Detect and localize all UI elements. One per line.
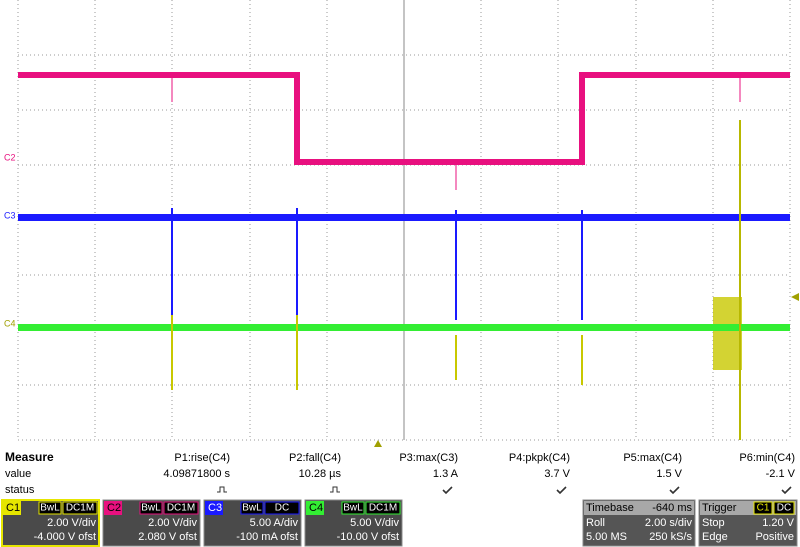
coupling-tag <box>264 501 300 515</box>
coupling-label: DC1M <box>66 503 94 514</box>
param-name: P6:min(C4) <box>739 452 795 464</box>
offset: -100 mA ofst <box>236 531 298 543</box>
scale: 5.00 A/div <box>250 517 299 529</box>
timebase-title: Timebase <box>586 502 634 514</box>
channel-name: C1 <box>6 502 20 514</box>
bw-label: BwL <box>343 503 363 514</box>
offset: 2.080 V ofst <box>138 531 197 543</box>
coupling-label: DC <box>275 503 289 514</box>
coupling-tag <box>773 501 795 515</box>
scale: 2.00 V/div <box>148 517 197 529</box>
measure-title: Measure <box>5 450 54 464</box>
channel-name: C3 <box>208 502 222 514</box>
param-value: 4.09871800 s <box>163 468 230 480</box>
param-name: P3:max(C3) <box>399 452 458 464</box>
timebase-scale: 2.00 s/div <box>645 517 693 529</box>
bw-label: BwL <box>141 503 161 514</box>
trigger-title: Trigger <box>702 502 737 514</box>
bw-tag <box>139 501 163 515</box>
channel-name: C2 <box>107 502 121 514</box>
offset: -4.000 V ofst <box>34 531 96 543</box>
param-name: P2:fall(C4) <box>289 452 341 464</box>
timebase-samples: 5.00 MS <box>586 531 627 543</box>
channel-tag <box>205 501 223 515</box>
bw-tag <box>341 501 365 515</box>
param-value: 1.5 V <box>656 468 682 480</box>
trigger-level: 1.20 V <box>762 517 794 529</box>
trace-c4 <box>18 120 790 440</box>
trigger-source: C1 <box>757 503 770 514</box>
channel-tag <box>3 501 21 515</box>
row-label: status <box>5 484 35 496</box>
timebase-delay: -640 ms <box>652 502 692 514</box>
bw-tag <box>240 501 264 515</box>
timebase-header <box>584 501 694 515</box>
timebase-mode: Roll <box>586 517 605 529</box>
param-value: -2.1 V <box>766 468 796 480</box>
bw-tag <box>38 501 62 515</box>
channel-tag <box>104 501 122 515</box>
trigger-level-marker <box>791 293 799 301</box>
offset: -10.00 V ofst <box>337 531 399 543</box>
trigger-slope: Positive <box>755 531 794 543</box>
channel-label: C2 <box>4 152 16 162</box>
bw-label: BwL <box>242 503 262 514</box>
row-label: value <box>5 468 31 480</box>
channel-label: C3 <box>4 210 16 220</box>
param-value: 1.3 A <box>433 468 459 480</box>
coupling-tag <box>365 501 401 515</box>
param-name: P5:max(C4) <box>623 452 682 464</box>
trigger-time-marker <box>374 440 382 447</box>
coupling-label: DC1M <box>369 503 397 514</box>
coupling-tag <box>62 501 98 515</box>
scale: 5.00 V/div <box>350 517 399 529</box>
trace-c2 <box>18 72 790 190</box>
status-icons <box>217 486 792 495</box>
scale: 2.00 V/div <box>47 517 96 529</box>
param-name: P1:rise(C4) <box>174 452 230 464</box>
trigger-mode: Stop <box>702 517 725 529</box>
coupling-label: DC1M <box>167 503 195 514</box>
param-value: 3.7 V <box>544 468 570 480</box>
param-name: P4:pkpk(C4) <box>509 452 570 464</box>
coupling-tag <box>163 501 199 515</box>
bw-label: BwL <box>40 503 60 514</box>
timebase-rate: 250 kS/s <box>649 531 692 543</box>
trigger-type: Edge <box>702 531 728 543</box>
param-value: 10.28 µs <box>299 468 342 480</box>
channel-name: C4 <box>309 502 323 514</box>
source-tag <box>753 501 773 515</box>
channel-tag <box>306 501 324 515</box>
trigger-coupling: DC <box>777 503 791 514</box>
channel-label: C4 <box>4 318 16 328</box>
